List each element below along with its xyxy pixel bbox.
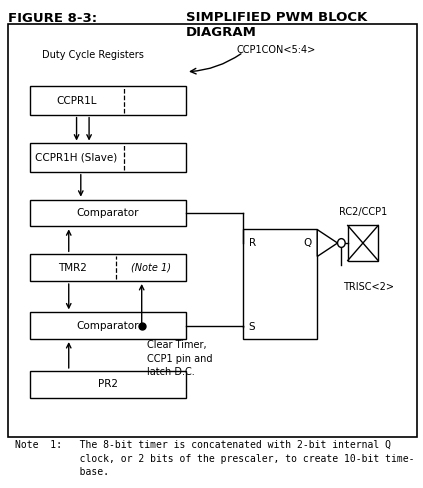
Text: Q: Q [303, 238, 312, 248]
Text: FIGURE 8-3:: FIGURE 8-3: [8, 12, 98, 25]
Text: Clear Timer,
CCP1 pin and
latch D.C.: Clear Timer, CCP1 pin and latch D.C. [147, 341, 212, 377]
Bar [243, 229, 317, 339]
Text: CCPR1L: CCPR1L [56, 96, 97, 105]
Text: PR2: PR2 [98, 379, 118, 389]
Text: Comparator: Comparator [77, 208, 139, 218]
Bar [30, 254, 186, 281]
Bar [348, 225, 378, 261]
Bar [30, 312, 186, 339]
Bar [30, 200, 186, 226]
Polygon shape [317, 230, 338, 257]
Text: CCPR1H (Slave): CCPR1H (Slave) [36, 153, 118, 163]
Circle shape [338, 239, 345, 247]
Text: Comparator: Comparator [77, 321, 139, 331]
Text: RC2/CCP1: RC2/CCP1 [339, 207, 387, 217]
Bar [30, 86, 186, 115]
Text: (Note 1): (Note 1) [131, 263, 171, 273]
Text: TMR2: TMR2 [58, 263, 87, 273]
Text: R: R [249, 238, 256, 248]
Bar [8, 24, 417, 437]
Text: TRISC<2>: TRISC<2> [343, 283, 395, 292]
Bar [30, 143, 186, 172]
Bar [30, 371, 186, 398]
Text: Note  1:   The 8-bit timer is concatenated with 2-bit internal Q
           cloc: Note 1: The 8-bit timer is concatenated … [15, 440, 414, 477]
Text: CCP1CON<5:4>: CCP1CON<5:4> [237, 45, 316, 55]
Text: Duty Cycle Registers: Duty Cycle Registers [42, 50, 144, 60]
Text: SIMPLIFIED PWM BLOCK
DIAGRAM: SIMPLIFIED PWM BLOCK DIAGRAM [186, 11, 367, 39]
Text: S: S [249, 322, 255, 332]
